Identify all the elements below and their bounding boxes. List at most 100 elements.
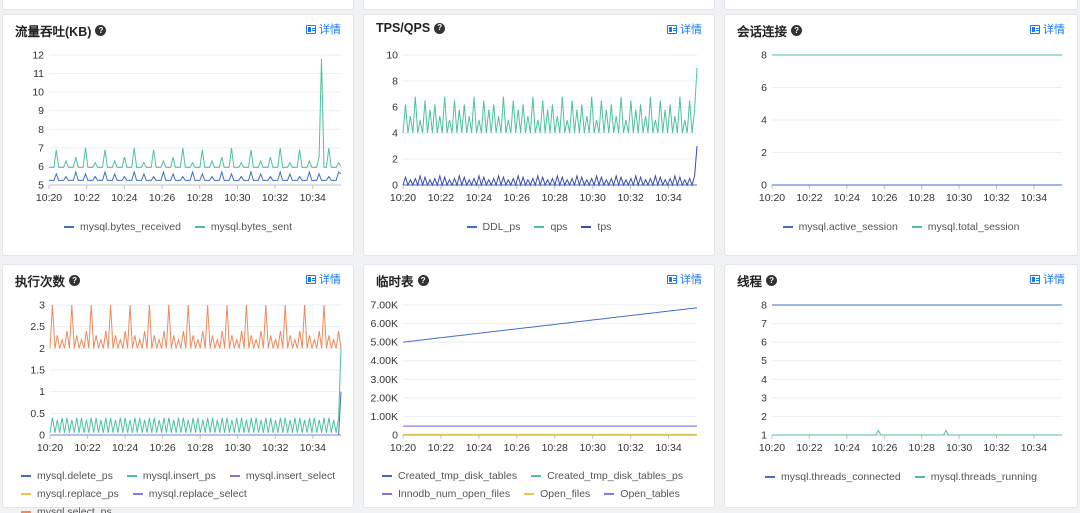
chart-legend: DDL_ps qps tps <box>372 221 706 233</box>
x-tick-label: 10:32 <box>262 442 288 454</box>
legend-item[interactable]: mysql.threads_connected <box>765 471 901 483</box>
legend-item[interactable]: Innodb_num_open_files <box>382 488 510 500</box>
legend-swatch <box>466 226 477 228</box>
legend-label: mysql.select_ps <box>37 506 112 513</box>
help-icon[interactable]: ? <box>791 25 803 36</box>
detail-label: 详情 <box>680 274 702 286</box>
legend-swatch <box>194 226 205 228</box>
legend-item[interactable]: Created_tmp_disk_tables_ps <box>531 470 683 482</box>
x-tick-label: 10:28 <box>542 442 568 454</box>
series-line <box>402 307 698 343</box>
help-icon[interactable]: ? <box>95 25 107 36</box>
help-icon[interactable]: ? <box>434 22 446 34</box>
legend-label: DDL_ps <box>482 221 521 233</box>
y-tick-label: 8 <box>761 300 767 312</box>
chart-detail-icon <box>306 274 316 284</box>
chart-panel: 临时表? 详情 0 1.00K 2.00K 3.00K 4.00K 5.00K 6.00K 7.0… <box>363 264 715 508</box>
legend-item[interactable]: Created_tmp_disk_tables <box>382 470 517 482</box>
legend-label: qps <box>550 221 568 233</box>
y-tick-label: 4 <box>392 128 398 140</box>
y-tick-label: 2.00K <box>371 392 398 404</box>
chart-legend: Created_tmp_disk_tables Created_tmp_disk_… <box>382 470 706 500</box>
legend-swatch <box>524 493 535 495</box>
x-tick-label: 10:24 <box>834 192 860 204</box>
x-tick-label: 10:22 <box>74 442 100 454</box>
x-tick-label: 10:34 <box>300 442 326 454</box>
x-tick-label: 10:28 <box>909 192 935 204</box>
x-tick-label: 10:34 <box>1021 442 1047 454</box>
x-tick-label: 10:28 <box>909 442 935 454</box>
help-icon[interactable]: ? <box>69 275 81 286</box>
legend-swatch <box>229 475 240 477</box>
legend-swatch <box>782 226 793 228</box>
y-tick-label: 7 <box>761 318 767 330</box>
legend-swatch <box>581 226 592 228</box>
y-tick-label: 1 <box>761 430 767 442</box>
y-tick-label: 0 <box>39 430 45 442</box>
legend-item[interactable]: mysql.insert_ps <box>126 470 216 482</box>
x-tick-label: 10:20 <box>390 442 416 454</box>
line-chart: 0 1.00K 2.00K 3.00K 4.00K 5.00K 6.00K 7.00K 10:2… <box>371 300 698 454</box>
x-tick-label: 10:26 <box>150 442 176 454</box>
x-tick-label: 10:22 <box>796 192 822 204</box>
x-tick-label: 10:26 <box>871 442 897 454</box>
y-tick-label: 5 <box>38 180 44 192</box>
legend-label: mysql.insert_select <box>245 470 336 482</box>
legend-item[interactable]: qps <box>534 221 567 233</box>
legend-item[interactable]: mysql.bytes_sent <box>194 221 293 233</box>
legend-item[interactable]: Open_files <box>524 488 590 500</box>
y-tick-label: 2 <box>761 411 767 423</box>
legend-label: mysql.replace_select <box>148 488 247 500</box>
y-tick-label: 9 <box>38 105 44 117</box>
chart-legend: mysql.bytes_received mysql.bytes_sent <box>11 221 345 233</box>
detail-link[interactable]: 详情 <box>306 271 341 287</box>
detail-link[interactable]: 详情 <box>667 271 702 287</box>
x-tick-label: 10:26 <box>504 442 530 454</box>
legend-item[interactable]: mysql.total_session <box>911 221 1019 233</box>
detail-link[interactable]: 详情 <box>1030 271 1065 287</box>
y-tick-label: 5.00K <box>371 337 398 349</box>
legend-item[interactable]: mysql.replace_ps <box>21 488 119 500</box>
y-tick-label: 10 <box>32 87 44 99</box>
legend-item[interactable]: mysql.replace_select <box>132 488 247 500</box>
chart-panel: TPS/QPS? 详情 0 2 4 6 8 10 10:20 10:22 10:24 10:26 10:… <box>363 14 715 256</box>
y-tick-label: 2 <box>761 147 767 159</box>
legend-item[interactable]: DDL_ps <box>466 221 521 233</box>
chart-panel: 流量吞吐(KB)? 详情 5 6 7 8 9 10 11 12 10:20 10:22 10:24 10:… <box>2 14 354 256</box>
legend-label: Created_tmp_disk_tables_ps <box>547 470 684 482</box>
panel-title-text: 执行次数 <box>15 275 66 289</box>
chart-detail-icon <box>306 24 316 34</box>
legend-label: mysql.bytes_sent <box>210 221 293 233</box>
y-tick-label: 4.00K <box>371 355 398 367</box>
detail-link[interactable]: 详情 <box>306 21 341 37</box>
legend-item[interactable]: mysql.insert_select <box>229 470 336 482</box>
series-line <box>49 348 342 433</box>
legend-item[interactable]: mysql.select_ps <box>21 506 112 513</box>
detail-link[interactable]: 详情 <box>1030 21 1065 37</box>
legend-label: Created_tmp_disk_tables <box>398 470 518 482</box>
chart-legend: mysql.active_session mysql.total_session <box>733 221 1069 233</box>
help-icon[interactable]: ? <box>417 275 429 286</box>
x-tick-label: 10:26 <box>871 192 897 204</box>
legend-item[interactable]: tps <box>581 221 611 233</box>
x-tick-label: 10:22 <box>428 442 454 454</box>
y-tick-label: 8 <box>38 124 44 136</box>
y-tick-label: 6 <box>392 102 398 114</box>
panel-title: 执行次数? <box>15 271 81 290</box>
legend-item[interactable]: mysql.bytes_received <box>63 221 181 233</box>
y-tick-label: 3 <box>39 300 45 312</box>
legend-swatch <box>604 493 615 495</box>
legend-item[interactable]: mysql.active_session <box>782 221 898 233</box>
series-line <box>402 67 698 134</box>
x-tick-label: 10:24 <box>466 192 492 204</box>
help-icon[interactable]: ? <box>766 275 778 286</box>
detail-link[interactable]: 详情 <box>667 21 702 37</box>
legend-label: tps <box>597 221 612 233</box>
legend-item[interactable]: mysql.threads_running <box>914 471 1037 483</box>
legend-item[interactable]: mysql.delete_ps <box>21 470 113 482</box>
y-tick-label: 12 <box>32 50 44 62</box>
legend-item[interactable]: Open_tables <box>604 488 680 500</box>
panel-title-text: 线程 <box>737 275 763 289</box>
chart-panel: 会话连接? 详情 0 2 4 6 8 10:20 10:22 10:24 10:26 10:28 10:… <box>724 14 1078 256</box>
x-tick-label: 10:34 <box>300 192 326 204</box>
